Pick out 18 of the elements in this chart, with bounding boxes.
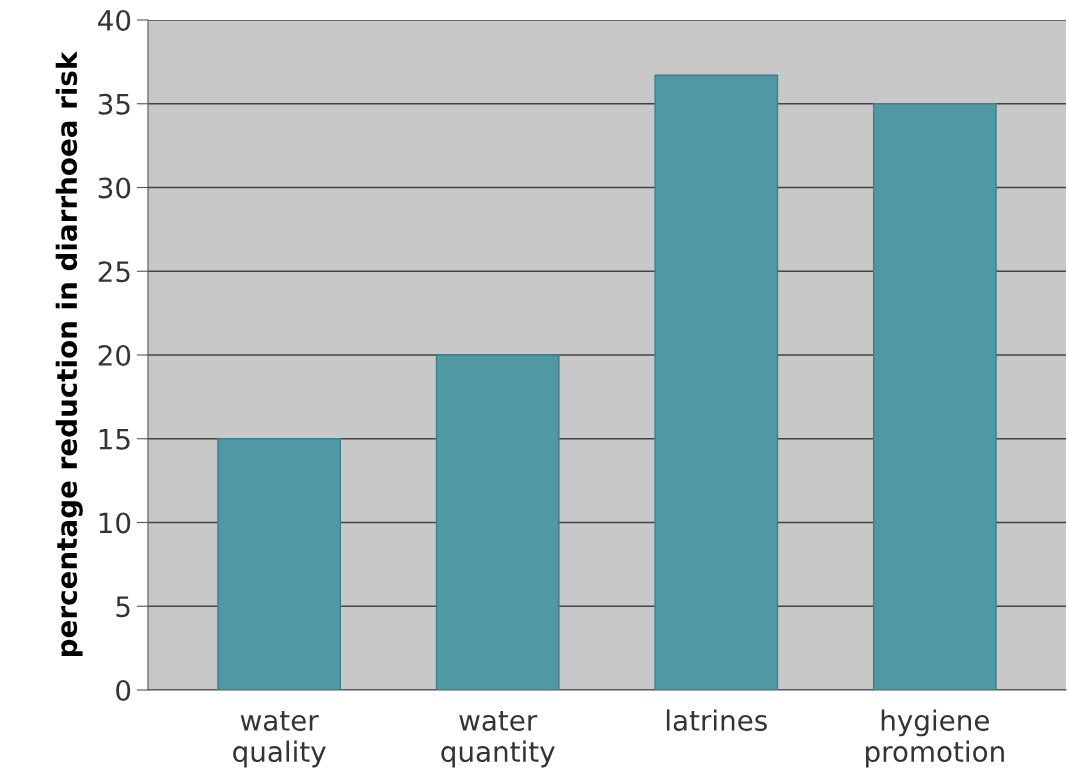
y-tick-label: 35	[98, 93, 130, 115]
y-tick-label: 30	[98, 177, 131, 199]
y-tick-label: 0	[116, 679, 131, 701]
bar	[435, 354, 560, 690]
x-tick-label: latrines	[666, 709, 767, 731]
y-tick-label: 25	[98, 261, 130, 283]
y-tick-label: 20	[98, 344, 131, 366]
x-tick-label: hygiene promotion	[866, 709, 1004, 768]
y-tick-label: 5	[116, 596, 130, 618]
x-tick-label: water quality	[233, 711, 326, 768]
y-tick-label: 15	[99, 429, 130, 450]
y-tick-label: 10	[99, 512, 131, 534]
bar	[872, 103, 997, 690]
y-axis-title: percentage reduction in diarrhoea risk	[55, 51, 83, 657]
x-tick-label: water quantity	[441, 711, 555, 768]
bar	[217, 438, 342, 690]
bar	[654, 74, 779, 690]
y-tick-label: 40	[98, 9, 131, 31]
